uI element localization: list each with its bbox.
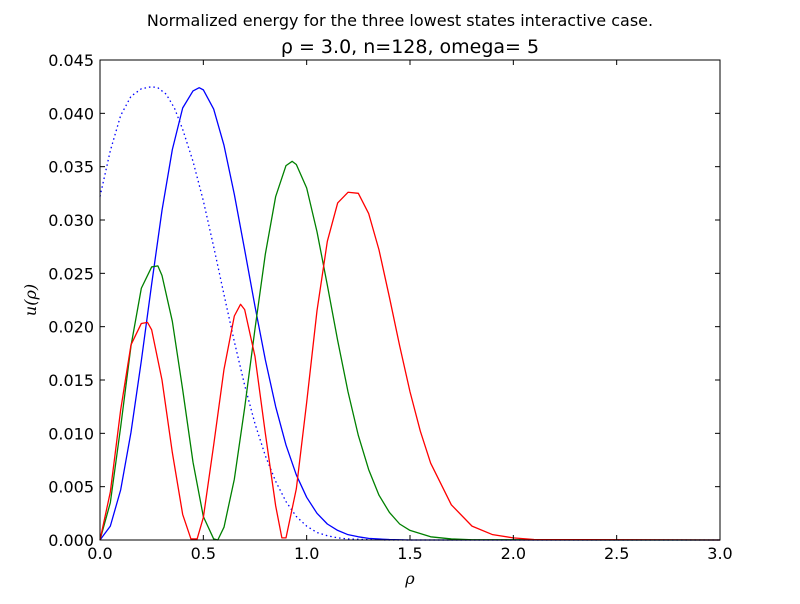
y-tick-label: 0.040: [48, 104, 94, 123]
series-line-3: [99, 160, 721, 541]
x-tick-label: 1.0: [294, 544, 319, 563]
x-tick-label: 0.5: [191, 544, 216, 563]
y-tick-label: 0.000: [48, 531, 94, 550]
figure-suptitle: Normalized energy for the three lowest s…: [147, 11, 653, 30]
plot-frame: [99, 59, 721, 541]
x-tick-label: 3.0: [707, 544, 732, 563]
y-tick-label: 0.005: [48, 478, 94, 497]
x-tick-label: 2.0: [501, 544, 526, 563]
y-tick-label: 0.045: [48, 51, 94, 70]
y-tick-label: 0.025: [48, 264, 94, 283]
axes-title: ρ = 3.0, n=128, omega= 5: [281, 36, 539, 58]
series-line-4: [99, 191, 721, 541]
y-tick-label: 0.030: [48, 211, 94, 230]
y-tick-label: 0.020: [48, 318, 94, 337]
series-line-1: [99, 86, 720, 541]
x-tick-label: 2.5: [604, 544, 629, 563]
x-tick-label: 0.0: [87, 544, 112, 563]
y-tick-label: 0.035: [48, 158, 94, 177]
series-line-2: [99, 87, 720, 541]
y-tick-label: 0.015: [48, 371, 94, 390]
y-axis-label: u(ρ): [21, 284, 40, 316]
x-axis-label: ρ: [404, 569, 415, 588]
x-tick-label: 1.5: [397, 544, 422, 563]
y-tick-label: 0.010: [48, 424, 94, 443]
